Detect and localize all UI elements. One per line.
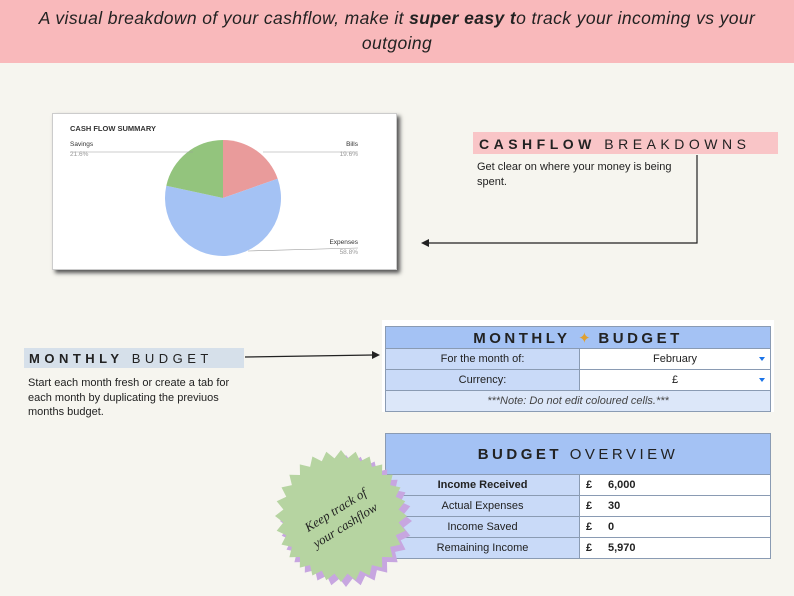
dropdown-cell[interactable]: £ xyxy=(579,369,771,391)
dropdown-cell[interactable]: February xyxy=(579,348,771,370)
table-title-bold: BUDGET xyxy=(477,445,563,463)
amount: 30 xyxy=(602,495,771,517)
callout-title-bold: MONTHLY xyxy=(29,351,124,366)
callout-box: CASHFLOW BREAKDOWNS xyxy=(473,132,778,154)
chart-card: CASH FLOW SUMMARY Bills 19.6% Expenses 58.8… xyxy=(52,113,397,270)
currency: £ xyxy=(579,474,602,496)
monthly-budget-table: MONTHLY ✦ BUDGET For the month of: Februa… xyxy=(385,326,771,412)
amount: 0 xyxy=(602,516,771,538)
arrow-head xyxy=(421,239,429,247)
pie-slice xyxy=(166,140,223,198)
banner-text-bold: super easy t xyxy=(409,8,517,28)
dropdown-arrow xyxy=(759,378,765,382)
cell-value: £ xyxy=(671,374,679,386)
banner-text-part: o track your incoming vs your outgoing xyxy=(361,8,756,53)
pie-slice xyxy=(165,178,281,256)
chart-title: CASH FLOW SUMMARY xyxy=(70,124,156,133)
banner: A visual breakdown of your cashflow, mak… xyxy=(0,0,794,63)
callout-description: Start each month fresh or create a tab f… xyxy=(28,377,230,418)
stamp: Keep track of your cashflow xyxy=(275,450,412,587)
currency: £ xyxy=(579,516,602,538)
row-label: Income Received xyxy=(385,474,580,496)
overview-row: Income Received £6,000 xyxy=(385,474,771,496)
dropdown-arrow xyxy=(759,357,765,361)
pie-slice xyxy=(223,140,278,198)
row-label: Remaining Income xyxy=(385,537,580,559)
callout-title-rest: BUDGET xyxy=(131,351,213,366)
table-title: BUDGET OVERVIEW xyxy=(385,433,771,475)
callout-description: Get clear on where your money is being s… xyxy=(477,161,672,188)
table-title-rest: OVERVIEW xyxy=(569,445,679,463)
amount: 6,000 xyxy=(602,474,771,496)
star-icon: ✦ xyxy=(578,329,591,347)
row-label: For the month of: xyxy=(385,348,580,370)
table-title: MONTHLY ✦ BUDGET xyxy=(385,326,771,349)
slice-value: 19.6% xyxy=(340,151,359,158)
slice-label: Expenses xyxy=(329,239,358,246)
overview-row: Income Saved £0 xyxy=(385,516,771,538)
pie-chart: CASH FLOW SUMMARY Bills 19.6% Expenses 58.8… xyxy=(70,124,359,256)
leader-line xyxy=(247,247,359,252)
row-label: Currency: xyxy=(385,369,580,391)
banner-text-part: A visual breakdown of your cashflow, mak… xyxy=(38,8,410,28)
overview-row: Remaining Income £5,970 xyxy=(385,537,771,559)
connector xyxy=(428,155,698,244)
arrow-head xyxy=(372,351,380,359)
callout-title: MONTHLY BUDGET xyxy=(24,348,244,366)
stamp-body xyxy=(275,450,407,582)
callout-box: MONTHLY BUDGET xyxy=(24,348,244,368)
callout-title: CASHFLOW BREAKDOWNS xyxy=(473,132,778,152)
callout-title-rest: BREAKDOWNS xyxy=(604,136,751,152)
currency: £ xyxy=(579,495,602,517)
table-title-bold: MONTHLY xyxy=(473,329,571,347)
overview-row: Actual Expenses £30 xyxy=(385,495,771,517)
connector xyxy=(244,354,374,358)
cell-value: February xyxy=(652,353,698,365)
slice-label: Savings xyxy=(70,141,94,148)
table-title-bold: BUDGET xyxy=(598,329,683,347)
banner-text: A visual breakdown of your cashflow, mak… xyxy=(0,0,794,56)
currency: £ xyxy=(579,537,602,559)
slice-value: 21.6% xyxy=(70,151,89,158)
row-label: Actual Expenses xyxy=(385,495,580,517)
slice-value: 58.8% xyxy=(340,249,359,256)
slice-label: Bills xyxy=(346,141,359,148)
amount: 5,970 xyxy=(602,537,771,559)
budget-overview-table: BUDGET OVERVIEW Income Received £6,000 Act… xyxy=(385,433,771,559)
note: ***Note: Do not edit coloured cells.*** xyxy=(385,390,771,412)
callout-title-bold: CASHFLOW xyxy=(479,136,596,152)
